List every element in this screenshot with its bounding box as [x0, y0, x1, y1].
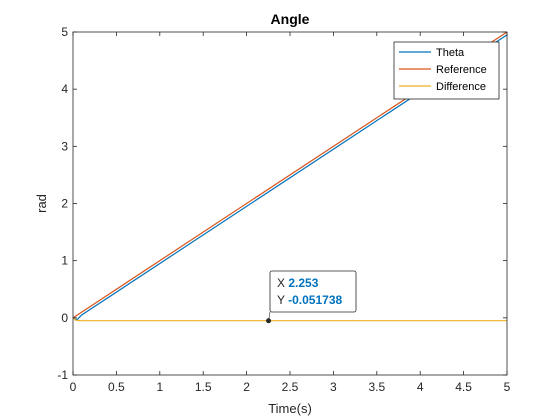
- y-tick-label: 5: [61, 25, 68, 39]
- y-tick-label: 0: [61, 311, 68, 325]
- x-axis-title: Time(s): [268, 401, 312, 416]
- x-tick-label: 1: [156, 380, 163, 394]
- x-tick-label: 1.5: [195, 380, 212, 394]
- series-line-difference[interactable]: [72, 317, 507, 322]
- legend[interactable]: Theta Reference Difference: [393, 41, 500, 100]
- x-tick-label: 0: [70, 380, 77, 394]
- y-tick-label: -1: [57, 368, 68, 382]
- y-tick-label: 4: [61, 82, 68, 96]
- chart-title: Angle: [271, 11, 310, 27]
- datatip-value: 2.253: [288, 276, 318, 290]
- y-axis-title: rad: [34, 194, 49, 213]
- x-tick-label: 3: [330, 380, 337, 394]
- y-tick-label: 1: [61, 254, 68, 268]
- x-tick-label: 2: [243, 380, 250, 394]
- y-tick-label: 2: [61, 197, 68, 211]
- x-tick-label: 2.5: [282, 380, 299, 394]
- x-tick-label: 4.5: [455, 380, 472, 394]
- datatip-x-row: X 2.253: [277, 276, 319, 290]
- legend-entry-reference: Reference: [436, 64, 487, 76]
- x-tick-label: 0.5: [108, 380, 125, 394]
- datatip-marker[interactable]: [266, 318, 272, 324]
- legend-entry-difference: Difference: [436, 81, 486, 93]
- legend-entry-theta: Theta: [436, 47, 465, 59]
- x-tick-label: 4: [417, 380, 424, 394]
- datatip-y-row: Y -0.051738: [277, 293, 342, 307]
- x-tick-label: 3.5: [368, 380, 385, 394]
- x-tick-label: 5: [504, 380, 511, 394]
- datatip-value: -0.051738: [288, 293, 342, 307]
- datatip-box: [269, 270, 357, 313]
- datatip-key: Y: [277, 293, 288, 307]
- datatip-key: X: [277, 276, 288, 290]
- y-tick-label: 3: [61, 139, 68, 153]
